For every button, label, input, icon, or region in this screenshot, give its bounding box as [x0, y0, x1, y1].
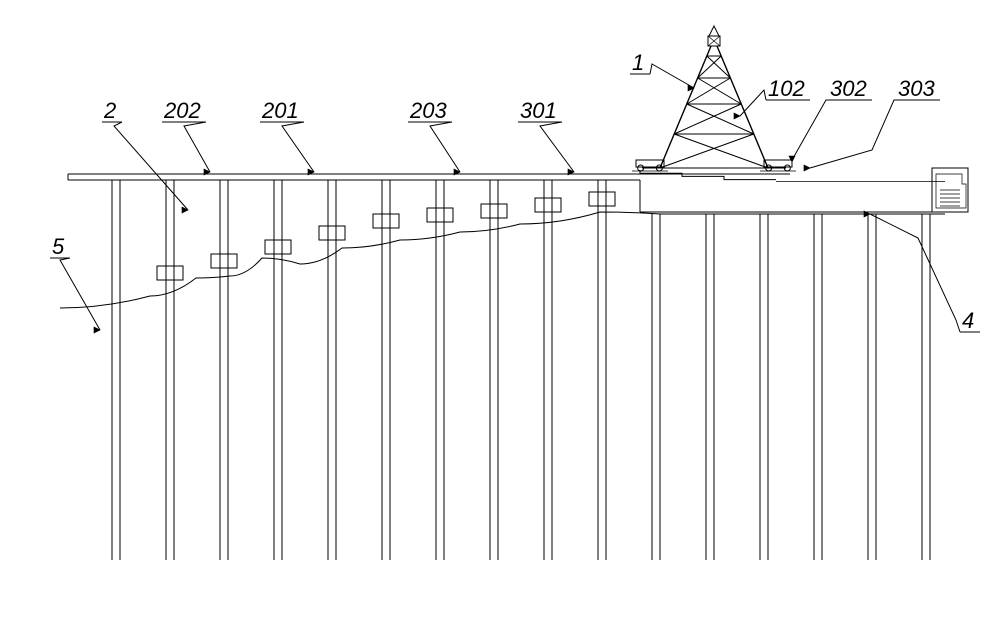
pile — [535, 180, 561, 560]
pile — [157, 180, 183, 560]
callout-label: 303 — [898, 76, 935, 101]
callout-301: 301 — [518, 98, 574, 172]
ground-line — [60, 212, 945, 308]
callout-label: 201 — [261, 98, 299, 123]
pile — [319, 180, 345, 560]
pile — [427, 180, 453, 560]
pile — [814, 214, 822, 560]
pile — [211, 180, 237, 560]
pile — [706, 214, 714, 560]
pile — [265, 180, 291, 560]
pile — [922, 214, 930, 560]
anchor-block — [940, 190, 960, 206]
callout-label: 5 — [52, 234, 65, 259]
callout-label: 102 — [768, 76, 805, 101]
pile — [481, 180, 507, 560]
callout-label: 2 — [103, 98, 116, 123]
pile — [589, 180, 615, 560]
engineering-diagram: 1 102 302 303 2 202 201 203 301 5 4 — [0, 0, 1000, 617]
callout-label: 302 — [830, 76, 867, 101]
pile — [868, 214, 876, 560]
callout-202: 202 — [162, 98, 210, 172]
callout-201: 201 — [260, 98, 314, 172]
callout-4: 4 — [870, 214, 980, 333]
callout-5: 5 — [50, 234, 100, 330]
pile — [373, 180, 399, 560]
callout-label: 202 — [163, 98, 201, 123]
pile — [760, 214, 768, 560]
pile — [652, 214, 660, 560]
callout-label: 4 — [962, 308, 974, 333]
callout-label: 301 — [520, 98, 557, 123]
callout-label: 1 — [632, 50, 644, 75]
callout-203: 203 — [408, 98, 460, 172]
pile — [112, 180, 120, 560]
callout-label: 203 — [409, 98, 447, 123]
route-platform — [640, 170, 945, 212]
callout-1: 1 — [630, 50, 694, 88]
derrick-tower — [642, 36, 786, 168]
callout-102: 102 — [740, 76, 810, 116]
